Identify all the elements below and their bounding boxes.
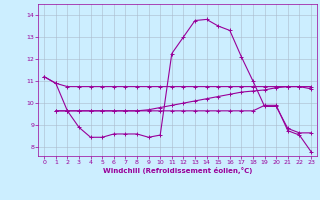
X-axis label: Windchill (Refroidissement éolien,°C): Windchill (Refroidissement éolien,°C)	[103, 167, 252, 174]
